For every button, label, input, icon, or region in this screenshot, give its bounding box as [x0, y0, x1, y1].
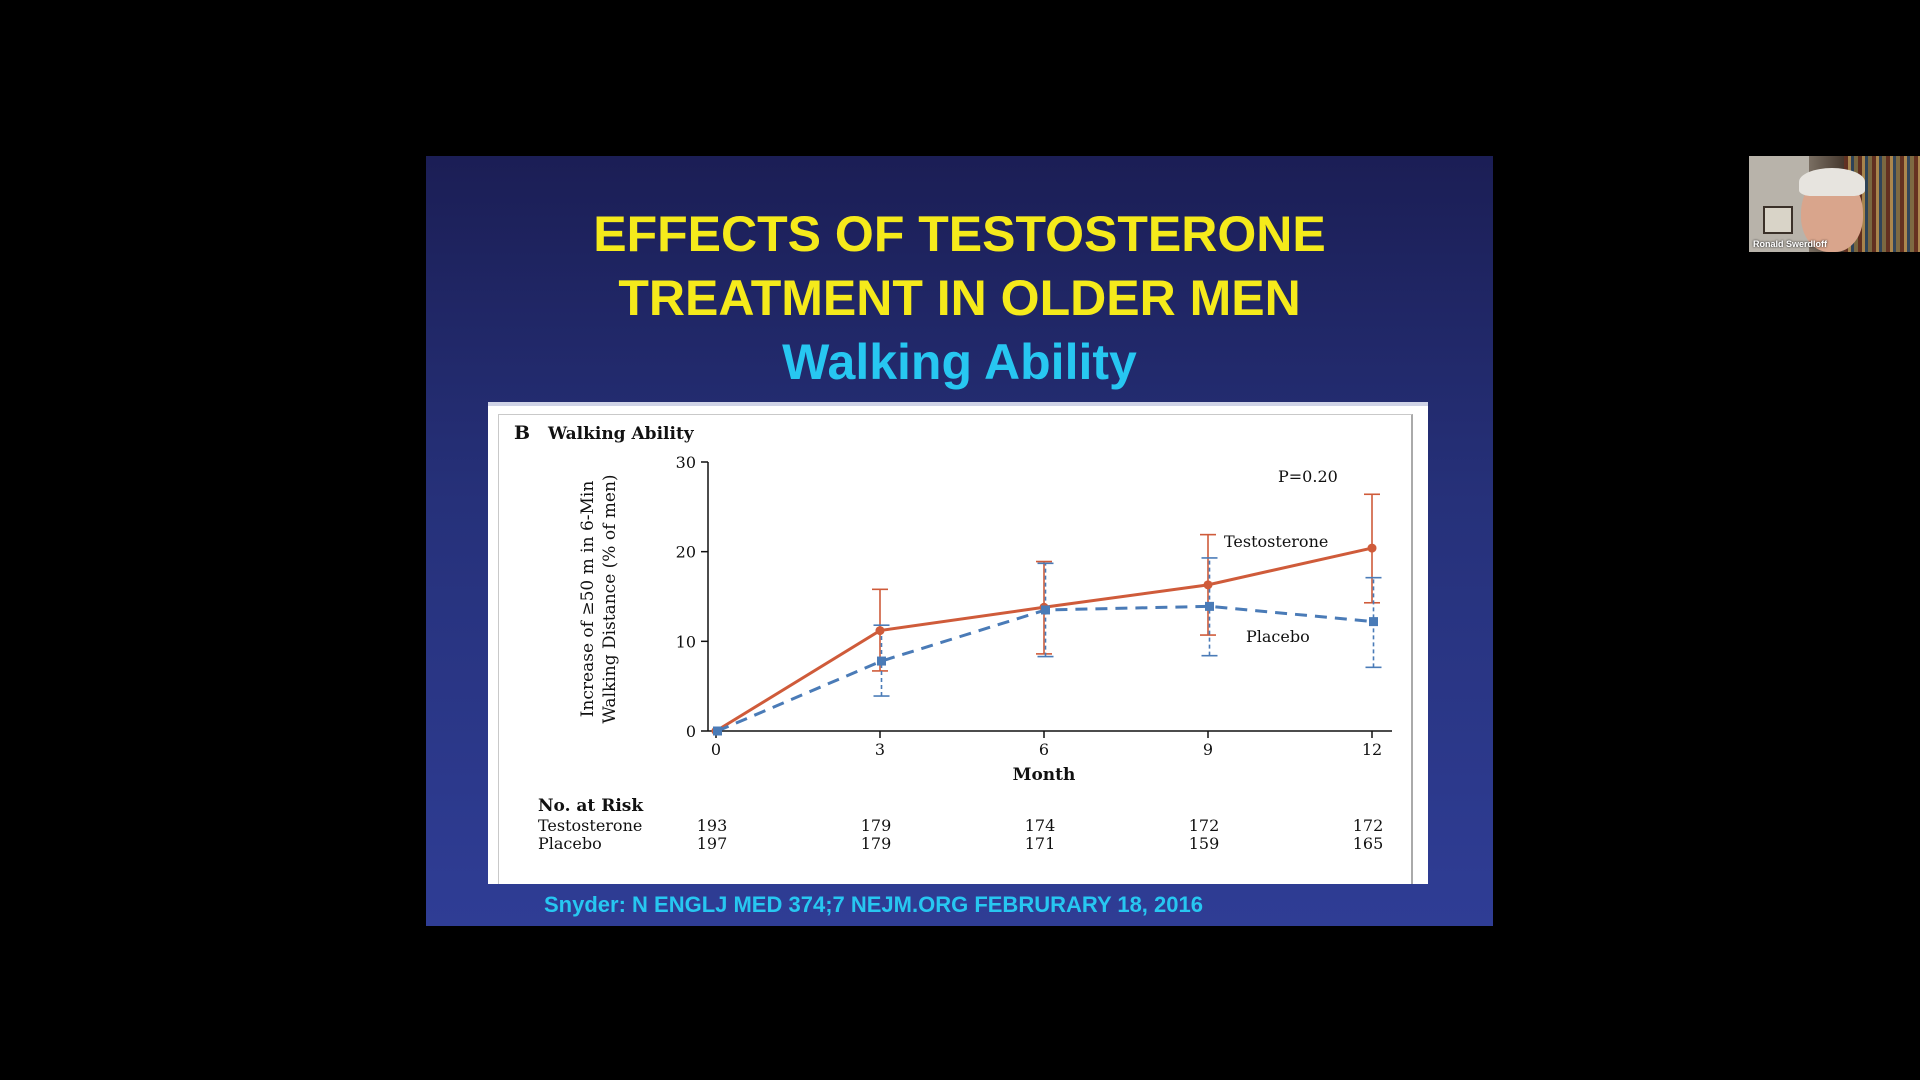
risk-value-placebo: 197: [697, 834, 728, 853]
panel-letter: B: [514, 422, 530, 444]
webcam-picture-frame: [1763, 206, 1793, 234]
slide-subtitle: Walking Ability: [782, 334, 1137, 390]
series-label-testosterone: Testosterone: [1224, 532, 1328, 551]
y-tick-label: 30: [676, 453, 696, 472]
p-value: P=0.20: [1278, 467, 1338, 486]
data-point-testosterone: [1367, 543, 1377, 553]
figure-top-rule: [488, 402, 1428, 406]
data-point-testosterone: [1203, 580, 1213, 590]
risk-value-testosterone: 193: [697, 816, 728, 835]
x-tick-label: 3: [875, 740, 885, 759]
y-axis-label-line2: Walking Distance (% of men): [600, 474, 620, 723]
y-tick-label: 20: [676, 543, 696, 562]
x-tick-label: 12: [1362, 740, 1382, 759]
slide-title-line1: EFFECTS OF TESTOSTERONE: [593, 206, 1326, 262]
y-tick-label: 10: [676, 632, 696, 651]
risk-value-testosterone: 174: [1025, 816, 1056, 835]
risk-value-placebo: 165: [1353, 834, 1384, 853]
data-point-placebo: [877, 656, 886, 666]
risk-value-testosterone: 179: [861, 816, 892, 835]
data-point-placebo: [1041, 605, 1050, 615]
y-axis-label: Increase of ≥50 m in 6-Min Walking Dista…: [578, 474, 620, 723]
x-tick-label: 0: [711, 740, 721, 759]
risk-row-label-testosterone: Testosterone: [538, 816, 642, 835]
data-point-placebo: [1369, 617, 1378, 627]
webcam-participant-name: Ronald Swerdloff: [1753, 239, 1827, 249]
risk-row-label-placebo: Placebo: [538, 834, 602, 853]
risk-table-heading: No. at Risk: [538, 796, 644, 816]
presentation-slide: EFFECTS OF TESTOSTERONE TREATMENT IN OLD…: [426, 156, 1493, 926]
risk-value-placebo: 171: [1025, 834, 1056, 853]
x-tick-label: 9: [1203, 740, 1213, 759]
risk-value-testosterone: 172: [1189, 816, 1220, 835]
risk-value-testosterone: 172: [1353, 816, 1384, 835]
citation: Snyder: N ENGLJ MED 374;7 NEJM.ORG FEBRU…: [544, 892, 1203, 917]
series-label-placebo: Placebo: [1246, 627, 1310, 646]
x-axis-label: Month: [1013, 765, 1076, 785]
series-markers: [711, 543, 1378, 736]
risk-value-placebo: 179: [861, 834, 892, 853]
data-point-testosterone: [875, 626, 885, 636]
risk-table: No. at Risk Testosterone Placebo 193 179 1…: [538, 796, 1383, 853]
chart-figure: B Walking Ability Increase of ≥50 m in 6…: [488, 402, 1428, 884]
risk-value-placebo: 159: [1189, 834, 1220, 853]
chart-title: Walking Ability: [547, 424, 695, 444]
y-axis-label-line1: Increase of ≥50 m in 6-Min: [578, 481, 598, 718]
slide-title-line2: TREATMENT IN OLDER MEN: [618, 270, 1301, 326]
data-point-placebo: [1205, 601, 1214, 611]
webcam-thumbnail[interactable]: Ronald Swerdloff: [1749, 156, 1920, 252]
series-labels: Testosterone Placebo: [1224, 532, 1328, 646]
webcam-wall: [1749, 156, 1809, 252]
walking-ability-chart: B Walking Ability Increase of ≥50 m in 6…: [514, 422, 1392, 853]
figure-frame: [498, 414, 1413, 884]
webcam-person-hair: [1799, 168, 1865, 196]
y-tick-label: 0: [686, 722, 696, 741]
chart-axes: 0 10 20 30 0 3 6 9 12: [676, 453, 1392, 759]
x-tick-label: 6: [1039, 740, 1049, 759]
data-point-placebo: [713, 726, 722, 736]
